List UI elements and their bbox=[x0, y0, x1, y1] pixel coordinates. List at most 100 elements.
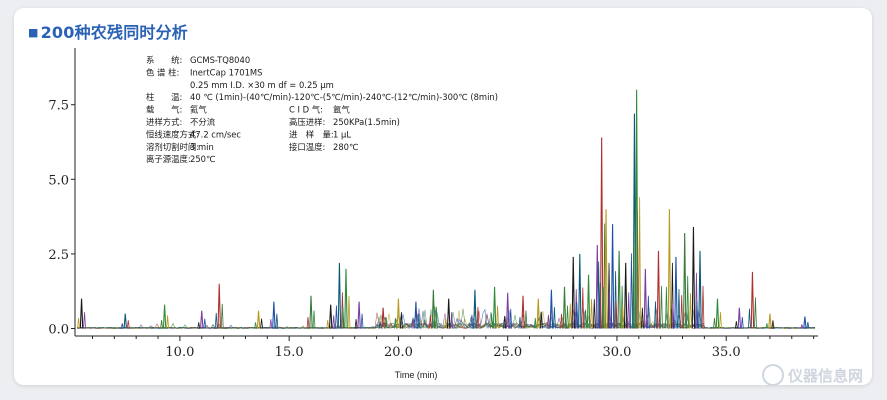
satellite-peak bbox=[654, 301, 657, 329]
peak bbox=[272, 301, 276, 329]
satellite-peak bbox=[197, 322, 201, 329]
satellite-peak bbox=[83, 312, 86, 329]
watermark-text: 仪器信息网 bbox=[787, 366, 863, 385]
satellite-peak bbox=[306, 317, 310, 329]
satellite-peak bbox=[509, 308, 513, 329]
satellite-peak bbox=[400, 312, 403, 329]
satellite-peak bbox=[552, 307, 556, 329]
condition-value: 不分流 bbox=[190, 117, 216, 127]
condition-label: 系 统: bbox=[146, 55, 182, 65]
satellite-peak bbox=[806, 321, 810, 329]
satellite-peak bbox=[518, 317, 522, 329]
condition-label: 接口温度: bbox=[289, 142, 325, 152]
satellite-peak bbox=[660, 285, 663, 329]
condition-label: 进 样 量: bbox=[289, 129, 334, 139]
satellite-peak bbox=[160, 320, 163, 329]
satellite-peak bbox=[260, 318, 263, 329]
satellite-peak bbox=[417, 313, 421, 329]
satellite-peak bbox=[524, 310, 528, 329]
condition-label: 色 谱 柱: bbox=[146, 67, 179, 77]
satellite-peak bbox=[677, 289, 681, 329]
x-tick-label: 25.0 bbox=[493, 345, 522, 360]
condition-label: 高压进样: bbox=[289, 117, 325, 127]
satellite-peak bbox=[335, 305, 338, 329]
satellite-peak bbox=[734, 321, 738, 329]
satellite-peak bbox=[719, 312, 722, 329]
satellite-peak bbox=[126, 320, 130, 329]
peak bbox=[217, 283, 221, 329]
satellite-peak bbox=[166, 315, 169, 329]
satellite-peak bbox=[680, 295, 684, 329]
satellite-peak bbox=[254, 322, 257, 329]
satellite-peak bbox=[566, 305, 569, 329]
satellite-peak bbox=[800, 324, 804, 329]
peak bbox=[599, 137, 604, 329]
satellite-peak bbox=[713, 318, 716, 329]
condition-value: 氩气 bbox=[333, 105, 350, 115]
peak bbox=[123, 313, 128, 329]
satellite-peak bbox=[608, 291, 611, 329]
y-tick-label: 0.0 bbox=[48, 323, 69, 338]
satellite-peak bbox=[120, 323, 124, 329]
satellite-peak bbox=[638, 197, 642, 329]
chart-ticks: 0.0 2.5 5.0 7.5 10.0 15.0 20.0 25.0 30.0 35.0 bbox=[48, 99, 815, 360]
square-bullet-icon: ■ bbox=[28, 26, 39, 39]
satellite-peak bbox=[581, 287, 585, 329]
condition-value: InertCap 1701MS bbox=[190, 67, 262, 77]
peak bbox=[610, 224, 615, 329]
peak bbox=[768, 313, 772, 329]
satellite-peak bbox=[533, 318, 537, 329]
satellite-peak bbox=[640, 307, 644, 329]
peak bbox=[414, 301, 418, 329]
condition-value: 250℃ bbox=[190, 154, 216, 164]
peak bbox=[691, 227, 696, 329]
satellite-peak bbox=[378, 321, 382, 329]
satellite-peak bbox=[621, 305, 625, 329]
instrument-conditions: 系 统: GCMS-TQ8040 色 谱 柱: InertCap 1701MS 0.25… bbox=[146, 55, 498, 164]
peak bbox=[536, 298, 541, 329]
y-tick-label: 2.5 bbox=[48, 248, 69, 263]
chart-traces bbox=[76, 89, 816, 330]
satellite-peak bbox=[347, 295, 351, 329]
chart-axes bbox=[74, 48, 818, 337]
peak bbox=[521, 295, 525, 329]
satellite-peak bbox=[496, 305, 499, 329]
condition-value: 3 min bbox=[190, 142, 214, 152]
satellite-peak bbox=[384, 317, 388, 329]
peak bbox=[562, 286, 567, 329]
condition-value: 1 μL bbox=[333, 129, 351, 139]
satellite-peak bbox=[503, 315, 507, 329]
peak bbox=[473, 289, 477, 329]
peak bbox=[578, 253, 582, 329]
condition-label: 柱 温: bbox=[146, 92, 182, 102]
satellite-peak bbox=[490, 313, 493, 329]
peak bbox=[162, 304, 167, 329]
condition-value: GCMS-TQ8040 bbox=[190, 55, 250, 65]
satellite-peak bbox=[326, 320, 330, 329]
peak bbox=[199, 310, 204, 329]
condition-value: 40 ℃ (1min)-(40℃/min)-120℃-(5℃/min)-240℃… bbox=[190, 92, 498, 102]
satellite-peak bbox=[214, 312, 218, 329]
satellite-peak bbox=[754, 297, 757, 329]
satellite-peak bbox=[560, 313, 563, 329]
peak bbox=[381, 307, 385, 329]
page-title-text: 200种农残同时分析 bbox=[40, 23, 188, 42]
satellite-peak bbox=[614, 301, 618, 329]
x-tick-label: 20.0 bbox=[384, 345, 413, 360]
peak bbox=[571, 256, 575, 329]
satellite-peak bbox=[765, 323, 769, 329]
satellite-peak bbox=[771, 320, 775, 329]
peak bbox=[357, 301, 361, 329]
x-tick-label: 35.0 bbox=[712, 345, 741, 360]
x-axis-label: Time (min) bbox=[395, 370, 438, 380]
peak bbox=[256, 310, 261, 329]
satellite-peak bbox=[220, 303, 224, 329]
peak bbox=[396, 298, 401, 329]
peak bbox=[634, 89, 639, 329]
condition-label: 离子源温度: bbox=[146, 154, 191, 164]
satellite-peak bbox=[686, 276, 690, 329]
peak bbox=[737, 307, 742, 329]
x-tick-label: 15.0 bbox=[275, 345, 304, 360]
peak bbox=[337, 262, 342, 329]
